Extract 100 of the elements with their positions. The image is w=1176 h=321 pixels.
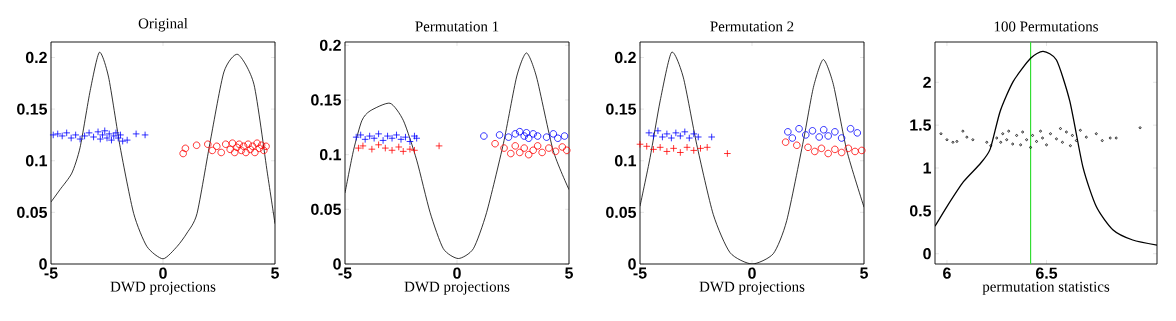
point xyxy=(516,148,524,157)
point xyxy=(80,132,89,140)
point xyxy=(49,131,57,139)
y-tick-label: 0.5 xyxy=(909,205,932,217)
point xyxy=(217,148,225,157)
point xyxy=(707,133,716,141)
point xyxy=(141,131,149,139)
point xyxy=(520,144,528,152)
point xyxy=(844,144,853,153)
point xyxy=(204,140,212,148)
point xyxy=(71,131,80,139)
y-tick-label: 0.15 xyxy=(311,94,342,106)
y-tick-label: 0.2 xyxy=(25,51,47,64)
point xyxy=(837,134,846,142)
point xyxy=(208,146,216,155)
x-axis-title: DWD projections xyxy=(110,281,216,295)
point xyxy=(656,143,664,152)
point xyxy=(1019,143,1023,147)
point xyxy=(1001,132,1005,136)
y-tick-label: 0.05 xyxy=(311,203,342,215)
point xyxy=(649,145,658,154)
point xyxy=(1084,135,1088,139)
point xyxy=(410,146,419,154)
point xyxy=(690,130,698,138)
point xyxy=(1138,126,1142,130)
point xyxy=(811,147,819,156)
point xyxy=(837,148,846,157)
point xyxy=(560,132,569,140)
point xyxy=(858,146,866,155)
point xyxy=(1114,136,1118,140)
y-tick-label: 0.1 xyxy=(319,149,342,161)
point xyxy=(658,133,667,141)
point xyxy=(181,144,190,153)
point xyxy=(545,144,553,152)
point xyxy=(669,144,678,153)
point xyxy=(213,142,221,150)
chart-title: 100 Permutations xyxy=(994,21,1098,32)
point xyxy=(1094,132,1098,136)
x-tick-label: 0 xyxy=(748,267,756,279)
point xyxy=(1065,130,1068,134)
point xyxy=(1031,134,1034,137)
point xyxy=(361,135,369,144)
point xyxy=(846,125,855,133)
point xyxy=(538,148,546,157)
point xyxy=(643,142,651,150)
point xyxy=(989,144,993,148)
point xyxy=(676,132,685,140)
point xyxy=(500,144,508,152)
y-tick-label: 1.5 xyxy=(910,119,932,131)
point xyxy=(667,134,676,142)
point xyxy=(365,132,374,140)
point xyxy=(529,146,537,154)
point xyxy=(999,140,1003,144)
y-tick-label: 0.2 xyxy=(319,39,341,51)
point xyxy=(101,127,109,135)
point xyxy=(374,130,383,138)
point xyxy=(354,144,363,152)
x-tick-label: 0 xyxy=(159,267,167,279)
point xyxy=(192,141,201,149)
point xyxy=(399,147,407,156)
point xyxy=(244,140,252,148)
point xyxy=(383,132,392,140)
point xyxy=(507,149,515,158)
x-tick-label: 6.5 xyxy=(1036,267,1058,279)
point xyxy=(1005,138,1009,142)
chart-title: Permutation 2 xyxy=(710,21,794,32)
point xyxy=(1015,134,1019,137)
point xyxy=(654,127,662,135)
point xyxy=(96,135,104,143)
point xyxy=(961,129,965,133)
point xyxy=(533,142,542,150)
x-tick-label: 5 xyxy=(860,267,868,279)
point xyxy=(817,144,826,153)
point xyxy=(89,133,98,141)
point xyxy=(965,135,969,139)
point xyxy=(690,146,698,155)
point xyxy=(1078,128,1082,132)
point xyxy=(1059,127,1062,130)
point xyxy=(524,134,533,142)
x-axis-title: DWD projections xyxy=(699,281,805,295)
point xyxy=(1035,140,1038,143)
y-tick-label: 2 xyxy=(923,76,931,88)
y-tick-label: 0.2 xyxy=(614,51,636,64)
point xyxy=(694,133,702,141)
point xyxy=(379,136,387,145)
point xyxy=(242,148,250,157)
y-tick-label: 0.1 xyxy=(614,155,637,167)
point xyxy=(123,136,131,144)
point xyxy=(516,127,524,136)
point xyxy=(1074,139,1078,142)
point xyxy=(118,137,127,145)
point xyxy=(495,131,504,139)
point xyxy=(549,130,558,138)
point xyxy=(239,142,248,150)
point xyxy=(793,141,801,149)
point xyxy=(853,129,861,137)
point xyxy=(1039,129,1042,133)
point xyxy=(262,142,270,150)
point xyxy=(511,130,519,138)
point xyxy=(808,127,817,135)
